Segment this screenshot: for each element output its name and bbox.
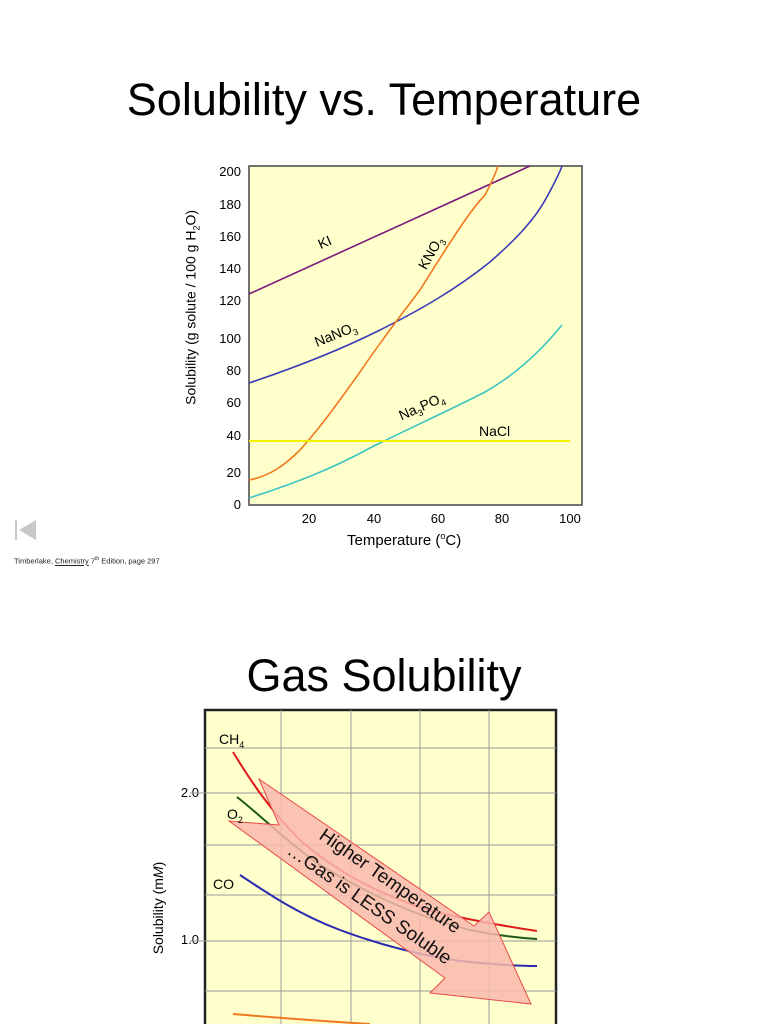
- y-tick-60: 60: [226, 395, 241, 410]
- label-nacl: NaCl: [479, 423, 511, 439]
- x-tick-40: 40: [366, 511, 382, 526]
- label-ch4-sub: 4: [239, 739, 245, 750]
- y-tick-200: 200: [219, 164, 241, 179]
- series-n2-line: [232, 1013, 371, 1024]
- x-tick-60: 60: [430, 511, 446, 526]
- first-slide-icon: [15, 520, 36, 540]
- citation-edition: 7: [88, 556, 96, 566]
- label-co: CO: [213, 876, 234, 892]
- citation-edition-sup: th: [95, 556, 100, 562]
- label-o2-text: O: [227, 806, 238, 822]
- y-tick-120: 120: [219, 293, 241, 308]
- series-nano3-line: [248, 165, 563, 384]
- y-tick-160: 160: [219, 229, 241, 244]
- series-kno3-line: [248, 165, 499, 481]
- gas-y-tick-1: 1.0: [180, 932, 199, 947]
- x-axis-label-degree: o: [440, 531, 446, 541]
- slide-title-solubility-vs-temperature: Solubility vs. Temperature: [126, 74, 642, 125]
- x-tick-100: 100: [559, 511, 581, 526]
- chart1-plot-area: [248, 165, 583, 506]
- y-tick-0: 0: [233, 497, 241, 512]
- temperature-arrow: [227, 777, 532, 1005]
- label-o2-sub: 2: [237, 814, 243, 825]
- citation: Timberlake, Chemistry 7th Edition, page …: [14, 556, 160, 566]
- gas-y-tick-2: 2.0: [180, 785, 199, 800]
- first-slide-button[interactable]: [14, 518, 38, 542]
- slide-title-gas-solubility: Gas Solubility: [246, 650, 522, 701]
- label-ch4: CH4: [219, 731, 244, 750]
- y-tick-80: 80: [226, 363, 241, 378]
- label-ch4-text: CH: [219, 731, 240, 747]
- series-na3po4-line: [248, 324, 563, 499]
- x-axis-label-end: C): [445, 532, 462, 549]
- citation-book-link[interactable]: Chemistry: [54, 556, 89, 566]
- x-tick-20: 20: [301, 511, 317, 526]
- y-tick-140: 140: [219, 261, 241, 276]
- citation-page: Edition, page 297: [99, 556, 160, 566]
- y-tick-20: 20: [226, 465, 241, 480]
- x-tick-80: 80: [494, 511, 510, 526]
- citation-author: Timberlake,: [14, 556, 55, 566]
- label-o2: O2: [227, 806, 243, 825]
- chart1-x-axis-label: Temperature (oC): [347, 531, 461, 549]
- y-tick-100: 100: [219, 331, 241, 346]
- y-tick-40: 40: [226, 428, 241, 443]
- y-tick-180: 180: [219, 197, 241, 212]
- series-ki-line: [248, 165, 531, 295]
- x-axis-label-text: Temperature (: [347, 532, 441, 549]
